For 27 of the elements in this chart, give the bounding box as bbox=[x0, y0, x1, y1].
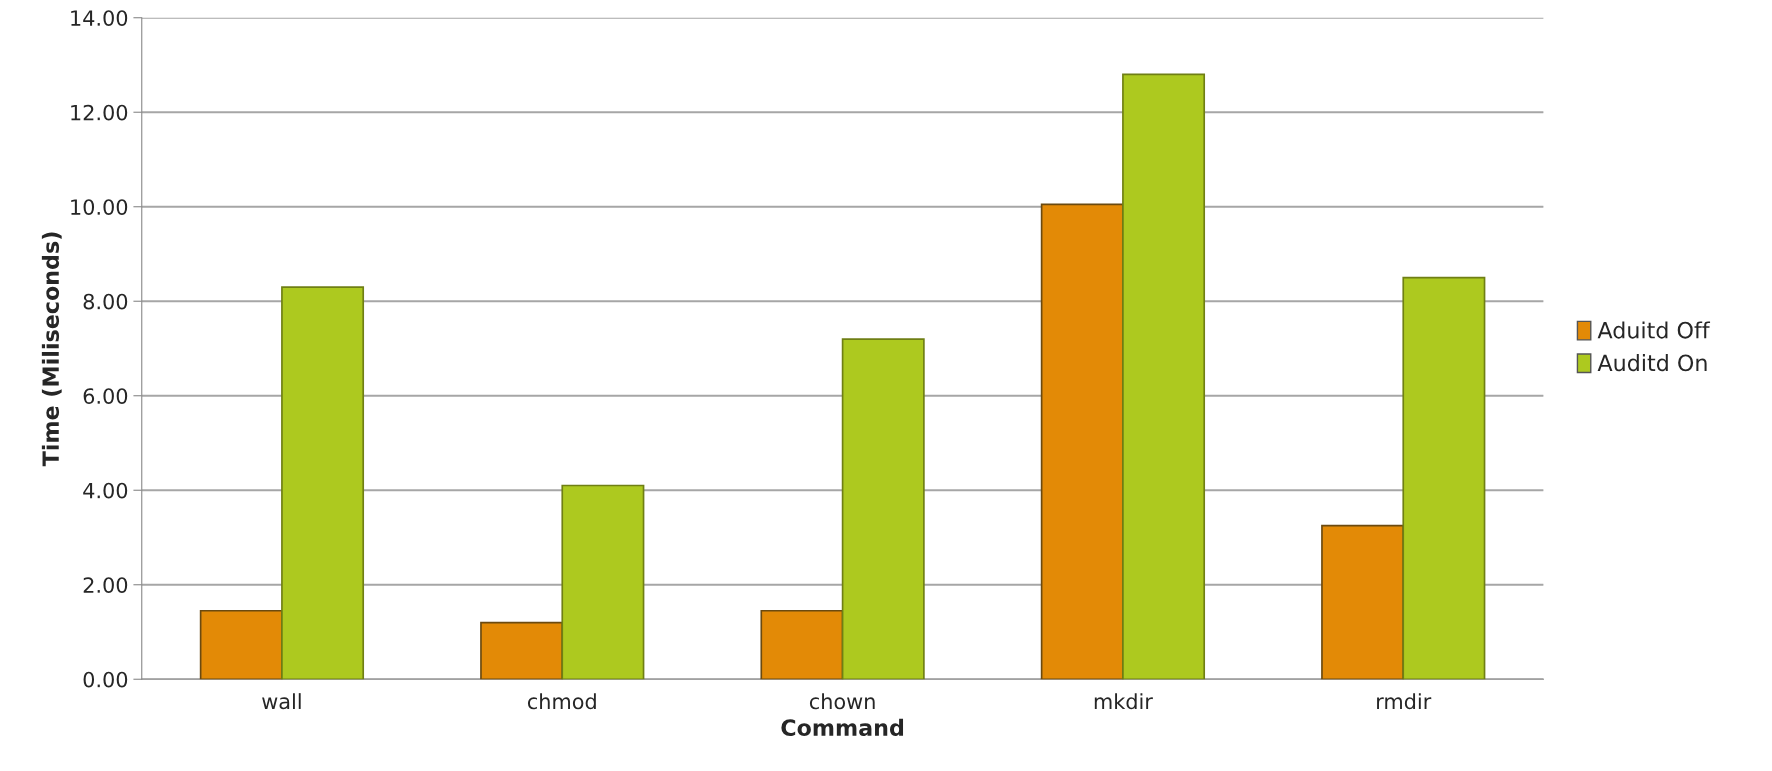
x-tick-label: wall bbox=[262, 693, 301, 710]
bar bbox=[841, 338, 925, 680]
x-tick-label: rmdir bbox=[1377, 693, 1432, 710]
y-tick-label: 0.00 bbox=[83, 671, 128, 688]
bar bbox=[480, 621, 564, 680]
x-axis-title: Command bbox=[781, 718, 904, 737]
x-tick-label: chown bbox=[809, 693, 875, 710]
y-tick-label: 10.00 bbox=[71, 199, 128, 215]
x-tick-label: chmod bbox=[527, 693, 596, 710]
bar bbox=[1040, 203, 1124, 680]
bar bbox=[561, 484, 645, 680]
bar bbox=[1122, 73, 1206, 680]
y-tick-label: 14.00 bbox=[71, 10, 128, 26]
y-axis-title: Time (Miliseconds) bbox=[41, 232, 62, 467]
y-tick-label: 12.00 bbox=[71, 104, 128, 121]
y-tick-label: 4.00 bbox=[83, 482, 128, 499]
bar bbox=[1321, 524, 1405, 680]
bar bbox=[760, 609, 844, 680]
y-tick-label: 2.00 bbox=[83, 577, 128, 593]
legend-label: Auditd On bbox=[1597, 354, 1707, 372]
legend-label: Aduitd Off bbox=[1597, 321, 1711, 339]
bar bbox=[1402, 276, 1486, 680]
y-tick-label: 8.00 bbox=[83, 293, 128, 310]
bar bbox=[281, 286, 365, 680]
y-tick-label: 6.00 bbox=[83, 388, 128, 404]
bar bbox=[199, 609, 283, 680]
x-tick-label: mkdir bbox=[1094, 693, 1153, 710]
